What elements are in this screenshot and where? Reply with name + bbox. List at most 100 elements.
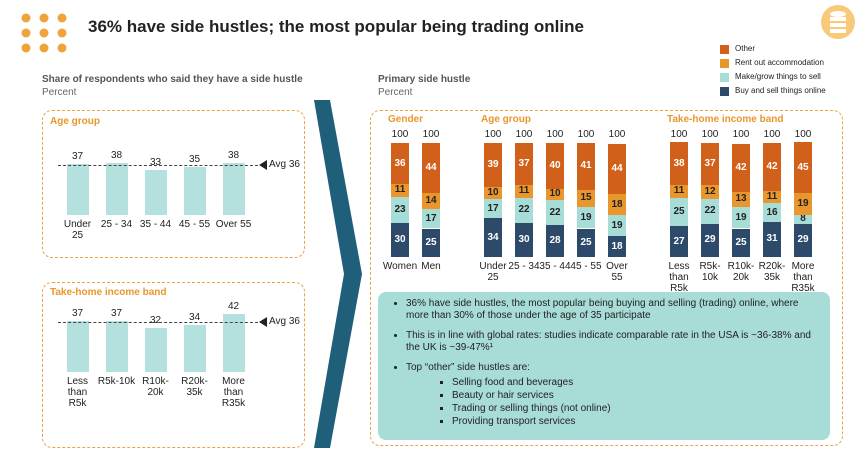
value-label: 42 [227, 301, 240, 313]
bar-segment [794, 141, 812, 194]
bar-segment [422, 228, 440, 257]
sub-bullet: Beauty or hair services [452, 390, 820, 402]
segment-label: 22 [704, 205, 716, 217]
value-label: 38 [227, 149, 240, 161]
segment-label: 30 [394, 233, 406, 245]
bar-segment [608, 236, 626, 257]
bar-segment [577, 189, 595, 207]
bar-segment [391, 222, 409, 257]
x-tick-label: R10k-20k [727, 261, 755, 283]
bar-segment [608, 194, 626, 215]
legend-swatch [720, 59, 729, 68]
chart-title: Age group [50, 116, 100, 127]
bar-segment [670, 197, 688, 227]
value-label: 34 [188, 312, 201, 324]
x-tick-label: R5k-10k [699, 261, 721, 283]
legend-label: Other [735, 44, 756, 53]
segment-label: 38 [673, 157, 685, 169]
segment-label: 40 [549, 159, 561, 171]
bar-segment [701, 223, 719, 257]
segment-label: 23 [394, 203, 406, 215]
x-tick-label: Over 55 [215, 219, 252, 230]
value-label: 38 [110, 149, 123, 161]
age-box [42, 110, 305, 258]
x-tick-label: R20k-35k [181, 376, 208, 398]
bullet: Top “other” side hustles are:Selling foo… [406, 362, 820, 428]
segment-label: 30 [518, 233, 530, 245]
bullet: This is in line with global rates: studi… [406, 330, 820, 354]
segment-label: 16 [766, 206, 778, 218]
logo-dots [21, 13, 67, 53]
total-label: 100 [608, 129, 626, 140]
segment-label: 41 [580, 160, 592, 172]
bar-segment [422, 209, 440, 229]
bar-segment [577, 206, 595, 229]
bar-segment [577, 143, 595, 190]
bar-segment [670, 226, 688, 257]
bar-segment [670, 185, 688, 198]
left-title: Share of respondents who said they have … [42, 74, 303, 85]
legend-swatch [720, 73, 729, 82]
sub-bullet: Trading or selling things (not online) [452, 403, 820, 415]
bar-segment [484, 187, 502, 199]
bar-segment [484, 218, 502, 257]
total-label: 100 [732, 129, 750, 140]
segment-label: 13 [735, 193, 747, 205]
legend-swatch [720, 87, 729, 96]
value-label: 35 [188, 153, 201, 165]
bar-segment [732, 206, 750, 229]
bar-segment [515, 143, 533, 186]
bar-segment [794, 214, 812, 224]
bar-segment [515, 185, 533, 198]
bar-segment [794, 193, 812, 215]
total-label: 100 [391, 129, 409, 140]
bar-segment [701, 143, 719, 186]
bar-segment [763, 203, 781, 222]
total-label: 100 [515, 129, 533, 140]
x-tick-label: R10k-20k [142, 376, 169, 398]
bar-segment [391, 196, 409, 223]
sub-bullet: Selling food and beverages [452, 377, 820, 389]
bar-segment [701, 198, 719, 224]
x-tick-label: Less than R5k [668, 261, 690, 294]
notes-box: 36% have side hustles, the most popular … [378, 292, 830, 440]
bar-segment [422, 143, 440, 194]
x-tick-label: 35 - 44 [539, 261, 571, 272]
bar [144, 169, 167, 215]
group-label: Age group [481, 114, 531, 125]
legend-label: Buy and sell things online [735, 86, 826, 95]
bar [66, 164, 89, 215]
segment-label: 28 [549, 235, 561, 247]
total-label: 100 [577, 129, 595, 140]
chevron [314, 100, 362, 448]
x-tick-label: Men [421, 261, 441, 272]
x-tick-label: 35 - 44 [139, 219, 172, 230]
x-tick-label: Under 25 [479, 261, 507, 283]
segment-label: 11 [394, 184, 406, 196]
segment-label: 25 [673, 205, 685, 217]
value-label: 33 [149, 156, 162, 168]
reference-marker [259, 160, 267, 171]
segment-label: 10 [487, 187, 499, 199]
segment-label: 19 [580, 211, 592, 223]
bar [222, 314, 245, 372]
bar-segment [732, 144, 750, 192]
bar-segment [484, 198, 502, 219]
x-tick-label: 45 - 55 [178, 219, 211, 230]
total-label: 100 [484, 129, 502, 140]
reference-label: Avg 36 [269, 316, 300, 328]
bar-segment [763, 221, 781, 257]
bar-segment [546, 200, 564, 226]
bar-segment [763, 143, 781, 191]
value-label: 37 [71, 151, 84, 163]
segment-label: 42 [766, 160, 778, 172]
bar-segment [794, 223, 812, 257]
legend-label: Rent out accommodation [735, 58, 824, 67]
total-label: 100 [763, 129, 781, 140]
x-tick-label: 25 - 34 [508, 261, 540, 272]
total-label: 100 [794, 129, 812, 140]
segment-label: 12 [704, 186, 716, 198]
segment-label: 17 [425, 212, 437, 224]
